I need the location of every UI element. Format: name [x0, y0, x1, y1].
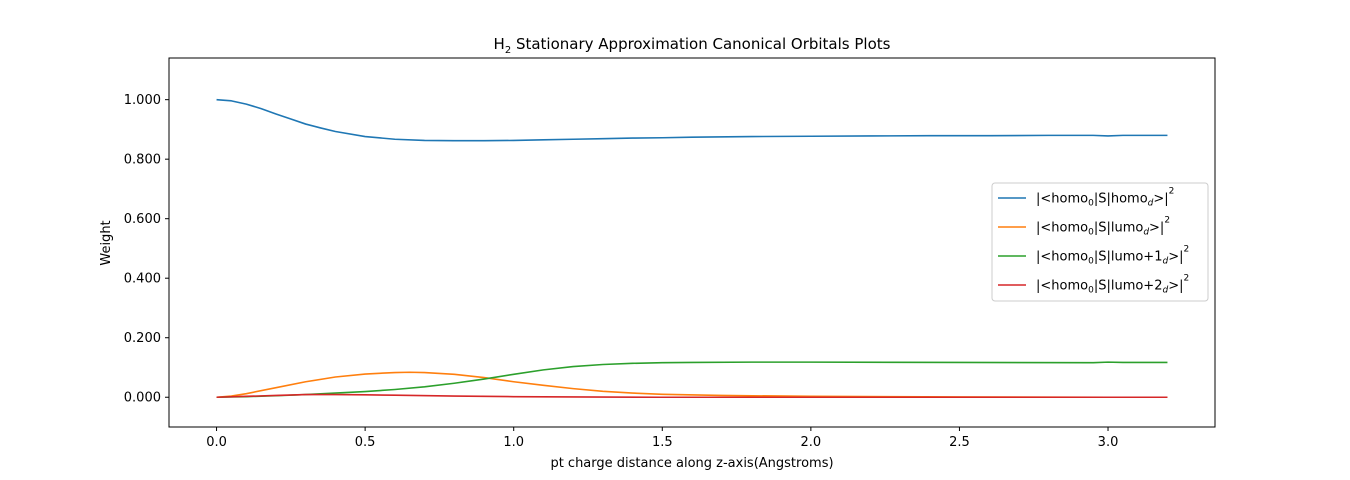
legend-text-part: 0 — [1088, 199, 1094, 209]
legend-text-part: d — [1162, 286, 1168, 296]
title-main: H — [494, 35, 505, 53]
series-line-0 — [216, 98, 1168, 142]
x-tick-label: 2.5 — [949, 435, 970, 450]
x-tick-label: 1.0 — [503, 435, 524, 450]
legend-text-part: >| — [1168, 250, 1183, 265]
legend-text-part: |<homo — [1036, 192, 1088, 207]
x-tick-label: 3.0 — [1098, 435, 1119, 450]
x-tick-label: 2.0 — [801, 435, 822, 450]
legend-text-part: 0 — [1088, 228, 1094, 238]
legend-text-part: |S|homo — [1094, 192, 1148, 207]
legend-text-part: |<homo — [1036, 221, 1088, 236]
y-tick-label: 0.000 — [124, 391, 161, 406]
y-tick-label: 0.400 — [124, 272, 161, 287]
series-line-3 — [216, 393, 1168, 399]
legend-box — [991, 182, 1209, 302]
y-tick-label: 0.200 — [124, 331, 161, 346]
legend-text-part: 0 — [1088, 257, 1094, 267]
x-axis-ticks: 0.0 0.5 1.0 1.5 2.0 2.5 3.0 — [206, 427, 1118, 450]
series-line-1 — [216, 371, 1168, 399]
legend-text-part: |<homo — [1036, 279, 1088, 294]
chart-title: H2 Stationary Approximation Canonical Or… — [494, 35, 891, 56]
x-axis-label: pt charge distance along z-axis(Angstrom… — [550, 456, 833, 471]
legend-entry-0: |<homo0|S|homod>|2 — [1036, 187, 1174, 209]
title-subscript: 2 — [505, 45, 511, 56]
y-tick-label: 0.800 — [124, 153, 161, 168]
legend-text-part: |<homo — [1036, 250, 1088, 265]
legend-text-part: d — [1162, 257, 1168, 267]
legend-entry-1: |<homo0|S|lumod>|2 — [1036, 216, 1170, 238]
legend-text-part: d — [1143, 228, 1149, 238]
legend-text-part: 0 — [1088, 286, 1094, 296]
legend-entry-2: |<homo0|S|lumo+1d>|2 — [1036, 245, 1189, 267]
y-tick-label: 0.600 — [124, 212, 161, 227]
series-lines — [216, 98, 1168, 399]
legend-text-part: 2 — [1183, 245, 1189, 255]
legend-text-part: >| — [1149, 221, 1164, 236]
legend-text-part: 2 — [1164, 216, 1170, 226]
series-line-2 — [216, 361, 1168, 399]
y-axis-ticks: 0.000 0.200 0.400 0.600 0.800 1.000 — [124, 93, 169, 406]
legend-text-part: |S|lumo+2 — [1094, 279, 1163, 294]
y-axis-label: Weight — [99, 220, 114, 265]
y-tick-label: 1.000 — [124, 93, 161, 108]
x-tick-label: 0.0 — [206, 435, 227, 450]
legend-entry-3: |<homo0|S|lumo+2d>|2 — [1036, 274, 1189, 296]
x-tick-label: 1.5 — [652, 435, 673, 450]
legend: |<homo0|S|homod>|2|<homo0|S|lumod>|2|<ho… — [991, 182, 1209, 302]
legend-text-part: >| — [1153, 192, 1168, 207]
legend-text-part: 2 — [1183, 274, 1189, 284]
legend-text-part: |S|lumo+1 — [1094, 250, 1163, 265]
legend-text-part: |S|lumo — [1094, 221, 1144, 236]
legend-text-part: d — [1148, 199, 1154, 209]
legend-text-part: >| — [1168, 279, 1183, 294]
legend-text-part: 2 — [1169, 187, 1175, 197]
title-rest: Stationary Approximation Canonical Orbit… — [511, 35, 890, 53]
x-tick-label: 0.5 — [355, 435, 376, 450]
